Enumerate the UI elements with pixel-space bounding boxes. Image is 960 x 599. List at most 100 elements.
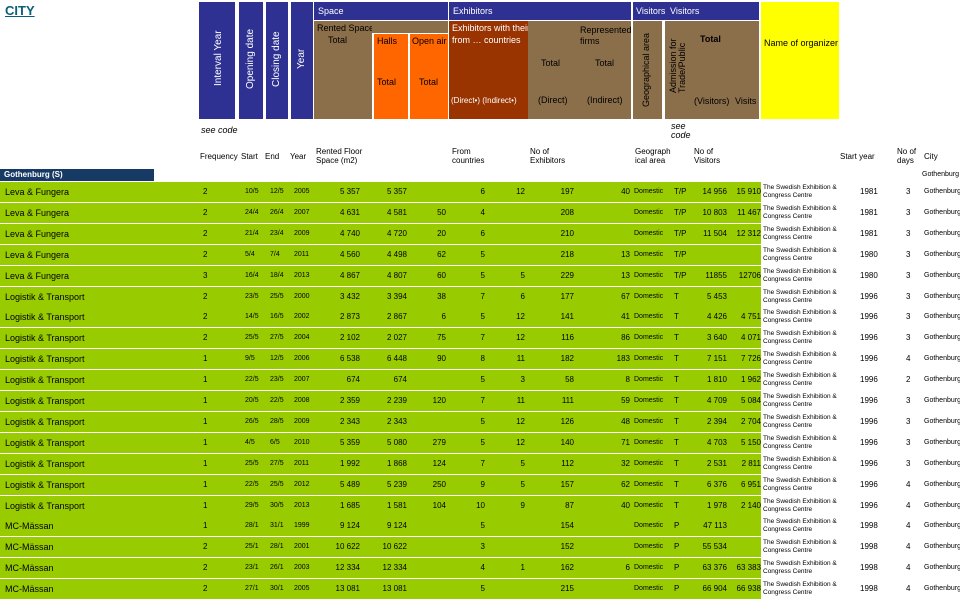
cell-freq: 1 bbox=[203, 500, 208, 510]
cell-direct: 210 bbox=[560, 228, 574, 238]
cell-countries: 7 bbox=[480, 291, 485, 301]
row-band bbox=[0, 286, 761, 307]
cell-geo: Domestic bbox=[634, 334, 664, 342]
cell-indirect: 183 bbox=[616, 354, 630, 364]
cell-year: 2000 bbox=[294, 292, 310, 300]
cell-open-air: 120 bbox=[432, 396, 446, 405]
cell-org: The Swedish Exhibition & Congress Centre bbox=[763, 288, 837, 304]
cell-direct: 208 bbox=[560, 207, 574, 217]
col-start: Start bbox=[241, 152, 258, 161]
cell-geo: Domestic bbox=[634, 459, 664, 467]
row-band bbox=[0, 182, 761, 202]
cell-end: 26/4 bbox=[270, 208, 284, 216]
cell-geo: Domestic bbox=[634, 376, 664, 384]
cell-open-air: 279 bbox=[432, 437, 446, 447]
cell-name: Leva & Fungera bbox=[5, 270, 70, 281]
cell-geo: Domestic bbox=[634, 250, 664, 258]
cell-year: 2011 bbox=[294, 459, 310, 467]
cell-halls: 12 334 bbox=[382, 563, 407, 573]
cell-city: Gothenburg bbox=[924, 417, 960, 425]
cell-direct: 182 bbox=[560, 354, 574, 364]
cell-visits: 11 467 bbox=[737, 207, 761, 217]
cell-open-air bbox=[412, 412, 446, 432]
cell-open-air: 104 bbox=[432, 500, 446, 510]
cell-year: 2007 bbox=[294, 376, 310, 384]
cell-adm: T bbox=[674, 500, 679, 510]
col-geographical-area: Geograph ical area bbox=[635, 147, 671, 165]
cell-visits bbox=[729, 287, 761, 307]
cell-countries: 5 bbox=[480, 375, 485, 385]
cell-halls: 4 720 bbox=[386, 228, 407, 238]
cell-adm: T bbox=[674, 479, 679, 489]
header-represented-firms: Represented firms Total (Indirect) bbox=[578, 21, 631, 119]
cell-direct: 154 bbox=[560, 521, 574, 531]
cell-end: 23/5 bbox=[270, 376, 284, 384]
cell-visits: 7 726 bbox=[740, 354, 761, 364]
cell-name: Logistik & Transport bbox=[5, 333, 85, 344]
cell-freq: 1 bbox=[203, 521, 208, 531]
cell-start: 16/4 bbox=[245, 271, 259, 279]
cell-direct-from: 12 bbox=[516, 437, 525, 447]
table-row: Logistik & Transport 1 26/5 28/5 2009 2 343 2 … bbox=[0, 411, 960, 432]
cell-end: 30/1 bbox=[270, 585, 284, 593]
cell-year: 2001 bbox=[294, 543, 310, 551]
cell-end: 27/5 bbox=[270, 459, 284, 467]
cell-direct-from: 5 bbox=[520, 270, 525, 280]
cell-start: 4/5 bbox=[245, 438, 255, 446]
cell-end: 31/1 bbox=[270, 522, 284, 530]
cell-direct: 162 bbox=[560, 563, 574, 573]
cell-indirect: 67 bbox=[621, 291, 630, 301]
header-visitors-total: Total (Visitors) Visits bbox=[694, 21, 759, 119]
table-row: Logistik & Transport 2 14/5 16/5 2002 2 873 2 … bbox=[0, 307, 960, 328]
cell-indirect: 13 bbox=[621, 249, 630, 259]
cell-name: Logistik & Transport bbox=[5, 416, 85, 427]
cell-adm: T bbox=[674, 396, 679, 405]
cell-open-air: 124 bbox=[432, 458, 446, 468]
cell-indirect bbox=[590, 537, 630, 557]
cell-total: 2 359 bbox=[339, 396, 360, 405]
cell-direct-from bbox=[495, 224, 525, 244]
cell-total: 4 631 bbox=[339, 207, 360, 217]
cell-total: 6 538 bbox=[339, 354, 360, 364]
cell-countries: 7 bbox=[480, 333, 485, 343]
cell-org: The Swedish Exhibition & Congress Centre bbox=[763, 393, 837, 408]
cell-visitors: 63 376 bbox=[702, 563, 727, 573]
cell-days: 3 bbox=[906, 249, 911, 259]
cell-org: The Swedish Exhibition & Congress Centre bbox=[763, 330, 837, 346]
cell-direct-from: 5 bbox=[520, 479, 525, 489]
cell-days: 3 bbox=[906, 228, 911, 238]
cell-geo: Domestic bbox=[634, 271, 664, 279]
cell-start: 23/5 bbox=[245, 292, 259, 300]
cell-start: 22/5 bbox=[245, 376, 259, 384]
cell-indirect: 8 bbox=[625, 375, 630, 385]
row-band bbox=[0, 558, 761, 579]
cell-end: 16/5 bbox=[270, 313, 284, 321]
cell-start: 27/1 bbox=[245, 585, 259, 593]
cell-halls: 6 448 bbox=[386, 354, 407, 364]
cell-adm: T/P bbox=[674, 270, 687, 280]
cell-geo: Domestic bbox=[634, 417, 664, 425]
cell-name: Logistik & Transport bbox=[5, 479, 85, 490]
cell-start: 25/1 bbox=[245, 543, 259, 551]
cell-indirect bbox=[590, 579, 630, 599]
table-row: MC-Mässan 1 28/1 31/1 1999 9 124 9 124 5 154 Dome… bbox=[0, 516, 960, 537]
city-link[interactable]: CITY bbox=[5, 3, 35, 18]
cell-countries: 6 bbox=[480, 187, 485, 196]
cell-total: 4 867 bbox=[339, 270, 360, 280]
cell-start-year: 1996 bbox=[860, 458, 878, 468]
cell-freq: 1 bbox=[203, 479, 208, 489]
cell-direct: 141 bbox=[560, 312, 574, 322]
cell-direct-from bbox=[495, 245, 525, 265]
cell-name: Logistik & Transport bbox=[5, 437, 85, 448]
cell-indirect: 86 bbox=[621, 333, 630, 343]
cell-open-air bbox=[412, 537, 446, 557]
cell-start-year: 1996 bbox=[860, 333, 878, 343]
cell-days: 4 bbox=[906, 563, 911, 573]
cell-city: Gothenburg bbox=[924, 543, 960, 551]
cell-year: 1999 bbox=[294, 522, 310, 530]
table-row: Logistik & Transport 1 9/5 12/5 2006 6 538 6 4… bbox=[0, 349, 960, 370]
cell-year: 2008 bbox=[294, 397, 310, 404]
cell-countries: 5 bbox=[480, 249, 485, 259]
cell-open-air: 62 bbox=[437, 249, 446, 259]
row-band bbox=[0, 307, 761, 328]
